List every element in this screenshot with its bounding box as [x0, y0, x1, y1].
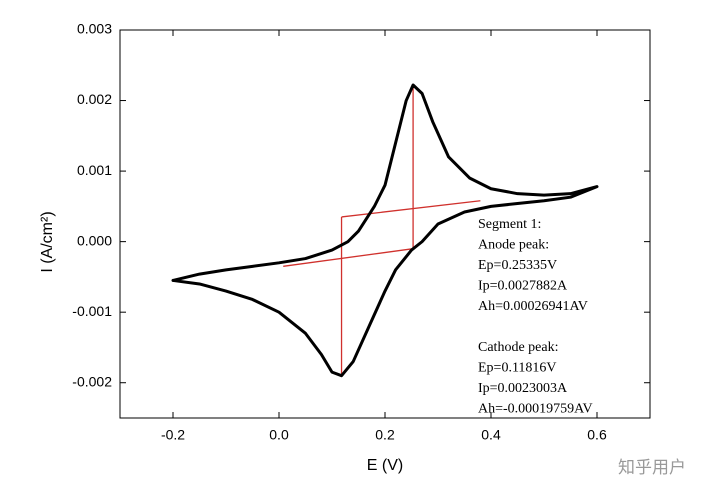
annotation: Ep=0.11816V: [478, 361, 557, 376]
x-tick-label: 0.0: [269, 427, 289, 443]
x-tick-label: -0.2: [161, 427, 185, 443]
x-tick-label: 0.2: [375, 427, 395, 443]
peak-line: [283, 248, 414, 267]
annotation: Ah=-0.00019759AV: [478, 402, 593, 417]
annotation: Ah=0.00026941AV: [478, 299, 588, 314]
cv-curve: [171, 83, 599, 378]
x-tick-label: 0.4: [481, 427, 501, 443]
y-axis-label: I (A/cm²): [39, 211, 56, 272]
annotation: Segment 1:: [478, 217, 541, 232]
y-tick-label: -0.002: [72, 373, 112, 389]
y-tick-label: 0.001: [77, 162, 112, 178]
annotation: Ep=0.25335V: [478, 258, 557, 273]
y-tick-label: 0.002: [77, 91, 112, 107]
annotation: Cathode peak:: [478, 340, 558, 355]
annotation: Ip=0.0023003A: [478, 381, 568, 396]
annotation: Anode peak:: [478, 238, 549, 253]
y-tick-label: -0.001: [72, 303, 112, 319]
plot-frame: [119, 29, 651, 419]
x-tick-label: 0.6: [587, 427, 607, 443]
annotation: Ip=0.0027882A: [478, 279, 568, 294]
watermark: 知乎用户: [618, 458, 686, 478]
peak-line: [341, 200, 481, 218]
y-tick-label: 0.003: [77, 21, 112, 37]
y-tick-label: 0.000: [77, 232, 112, 248]
x-axis-label: E (V): [367, 457, 403, 474]
